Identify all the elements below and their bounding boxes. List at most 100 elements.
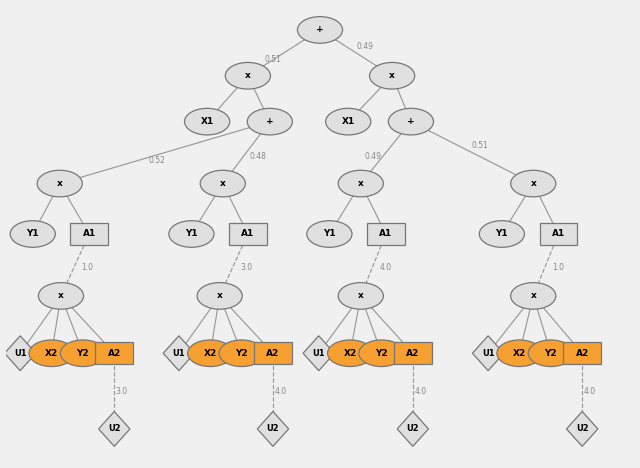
Text: U1: U1 <box>173 349 185 358</box>
Text: A1: A1 <box>552 229 565 239</box>
Ellipse shape <box>338 170 383 197</box>
Polygon shape <box>99 411 130 446</box>
Ellipse shape <box>359 340 404 366</box>
FancyBboxPatch shape <box>95 342 133 364</box>
Text: +: + <box>266 117 274 126</box>
Ellipse shape <box>307 221 352 247</box>
Text: Y2: Y2 <box>375 349 388 358</box>
Text: 0.49: 0.49 <box>365 152 381 161</box>
Ellipse shape <box>511 283 556 309</box>
Text: x: x <box>531 292 536 300</box>
Polygon shape <box>472 336 504 371</box>
Text: Y2: Y2 <box>236 349 248 358</box>
Text: +: + <box>407 117 415 126</box>
Ellipse shape <box>219 340 264 366</box>
Text: Y1: Y1 <box>26 229 39 239</box>
Text: 4.0: 4.0 <box>380 263 392 272</box>
Ellipse shape <box>184 108 230 135</box>
Text: A2: A2 <box>266 349 280 358</box>
Ellipse shape <box>10 221 55 247</box>
Ellipse shape <box>369 62 415 89</box>
Text: A1: A1 <box>380 229 392 239</box>
Text: x: x <box>389 71 395 80</box>
Text: x: x <box>58 292 64 300</box>
Text: x: x <box>531 179 536 188</box>
Ellipse shape <box>326 108 371 135</box>
Polygon shape <box>303 336 335 371</box>
Text: 1.0: 1.0 <box>552 263 564 272</box>
Ellipse shape <box>169 221 214 247</box>
Text: 0.48: 0.48 <box>250 152 266 161</box>
Text: 4.0: 4.0 <box>414 387 426 395</box>
Ellipse shape <box>497 340 542 366</box>
Text: x: x <box>217 292 223 300</box>
Text: A1: A1 <box>83 229 96 239</box>
Text: U2: U2 <box>406 424 419 433</box>
Polygon shape <box>257 411 289 446</box>
Ellipse shape <box>225 62 271 89</box>
Text: U1: U1 <box>312 349 325 358</box>
Text: A2: A2 <box>575 349 589 358</box>
Text: 0.51: 0.51 <box>472 141 489 150</box>
Ellipse shape <box>29 340 74 366</box>
Ellipse shape <box>38 283 84 309</box>
Text: X2: X2 <box>45 349 58 358</box>
Text: X1: X1 <box>200 117 214 126</box>
Ellipse shape <box>388 108 433 135</box>
Ellipse shape <box>197 283 242 309</box>
Text: Y1: Y1 <box>495 229 508 239</box>
Text: 0.49: 0.49 <box>357 42 374 51</box>
Ellipse shape <box>60 340 106 366</box>
Text: 4.0: 4.0 <box>584 387 596 395</box>
Text: 3.0: 3.0 <box>240 263 252 272</box>
FancyBboxPatch shape <box>394 342 431 364</box>
Text: 4.0: 4.0 <box>275 387 287 395</box>
Text: U2: U2 <box>267 424 279 433</box>
FancyBboxPatch shape <box>367 223 404 245</box>
Text: x: x <box>358 179 364 188</box>
Ellipse shape <box>188 340 233 366</box>
Polygon shape <box>4 336 36 371</box>
Text: A1: A1 <box>241 229 255 239</box>
Ellipse shape <box>247 108 292 135</box>
Ellipse shape <box>328 340 372 366</box>
Text: 3.0: 3.0 <box>116 387 128 395</box>
Text: 0.52: 0.52 <box>149 156 166 165</box>
Ellipse shape <box>479 221 524 247</box>
FancyBboxPatch shape <box>540 223 577 245</box>
Text: Y1: Y1 <box>323 229 336 239</box>
Text: U2: U2 <box>108 424 120 433</box>
Text: Y2: Y2 <box>77 349 89 358</box>
Ellipse shape <box>511 170 556 197</box>
Ellipse shape <box>338 283 383 309</box>
Text: U2: U2 <box>576 424 589 433</box>
Text: +: + <box>316 25 324 35</box>
Text: x: x <box>245 71 251 80</box>
Text: Y2: Y2 <box>545 349 557 358</box>
Text: x: x <box>57 179 63 188</box>
Polygon shape <box>397 411 429 446</box>
Text: A2: A2 <box>108 349 121 358</box>
Text: X1: X1 <box>342 117 355 126</box>
FancyBboxPatch shape <box>563 342 601 364</box>
Text: X2: X2 <box>344 349 356 358</box>
Text: X2: X2 <box>513 349 526 358</box>
Text: 1.0: 1.0 <box>82 263 93 272</box>
Ellipse shape <box>200 170 245 197</box>
Ellipse shape <box>528 340 573 366</box>
Text: 0.51: 0.51 <box>265 55 282 64</box>
Text: x: x <box>358 292 364 300</box>
FancyBboxPatch shape <box>229 223 267 245</box>
Text: A2: A2 <box>406 349 419 358</box>
Polygon shape <box>566 411 598 446</box>
FancyBboxPatch shape <box>254 342 292 364</box>
Ellipse shape <box>298 16 342 43</box>
Polygon shape <box>163 336 195 371</box>
FancyBboxPatch shape <box>70 223 108 245</box>
Text: U1: U1 <box>482 349 495 358</box>
Text: U1: U1 <box>14 349 26 358</box>
Text: X2: X2 <box>204 349 217 358</box>
Ellipse shape <box>37 170 83 197</box>
Text: x: x <box>220 179 226 188</box>
Text: Y1: Y1 <box>185 229 198 239</box>
